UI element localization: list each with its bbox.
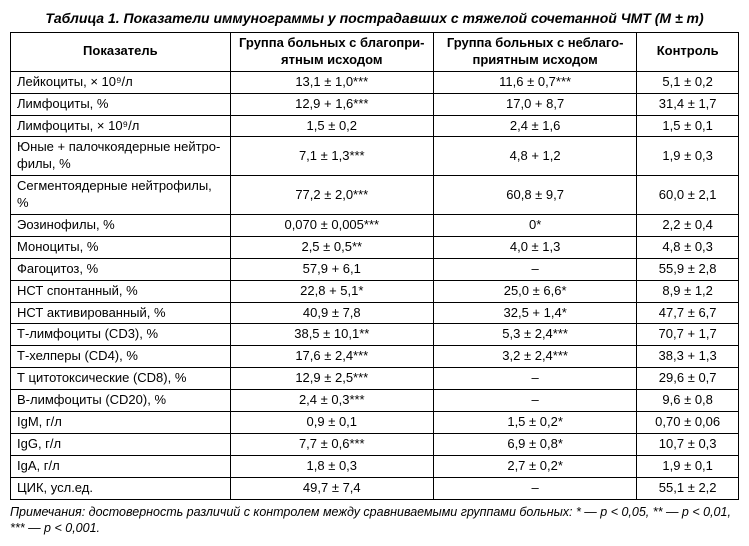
cell-group1: 7,1 ± 1,3*** bbox=[230, 137, 433, 176]
cell-group1: 13,1 ± 1,0*** bbox=[230, 71, 433, 93]
cell-control: 31,4 ± 1,7 bbox=[637, 93, 739, 115]
cell-indicator: Моноциты, % bbox=[11, 236, 231, 258]
cell-group2: 5,3 ± 2,4*** bbox=[433, 324, 636, 346]
cell-group2: 1,5 ± 0,2* bbox=[433, 412, 636, 434]
cell-indicator: Лимфоциты, × 10⁹/л bbox=[11, 115, 231, 137]
table-row: Моноциты, %2,5 ± 0,5**4,0 ± 1,34,8 ± 0,3 bbox=[11, 236, 739, 258]
cell-group2: 2,7 ± 0,2* bbox=[433, 455, 636, 477]
cell-control: 1,9 ± 0,1 bbox=[637, 455, 739, 477]
cell-group1: 1,5 ± 0,2 bbox=[230, 115, 433, 137]
cell-indicator: Т цитотоксические (CD8), % bbox=[11, 368, 231, 390]
table-row: IgM, г/л0,9 ± 0,11,5 ± 0,2*0,70 ± 0,06 bbox=[11, 412, 739, 434]
data-table: Показатель Группа больных с благопри-ятн… bbox=[10, 32, 739, 500]
cell-control: 9,6 ± 0,8 bbox=[637, 390, 739, 412]
cell-group1: 12,9 ± 2,5*** bbox=[230, 368, 433, 390]
table-title: Таблица 1. Показатели иммунограммы у пос… bbox=[10, 10, 739, 26]
cell-group2: – bbox=[433, 368, 636, 390]
cell-indicator: IgG, г/л bbox=[11, 433, 231, 455]
cell-group2: 11,6 ± 0,7*** bbox=[433, 71, 636, 93]
table-row: В-лимфоциты (CD20), %2,4 ± 0,3***–9,6 ± … bbox=[11, 390, 739, 412]
cell-group1: 40,9 ± 7,8 bbox=[230, 302, 433, 324]
table-row: Юные + палочкоядерные нейтро-филы, %7,1 … bbox=[11, 137, 739, 176]
cell-group2: 2,4 ± 1,6 bbox=[433, 115, 636, 137]
cell-control: 29,6 ± 0,7 bbox=[637, 368, 739, 390]
cell-indicator: Эозинофилы, % bbox=[11, 215, 231, 237]
cell-group2: 6,9 ± 0,8* bbox=[433, 433, 636, 455]
table-row: Эозинофилы, %0,070 ± 0,005***0*2,2 ± 0,4 bbox=[11, 215, 739, 237]
cell-group2: 0* bbox=[433, 215, 636, 237]
cell-control: 0,70 ± 0,06 bbox=[637, 412, 739, 434]
cell-indicator: НСТ активированный, % bbox=[11, 302, 231, 324]
cell-indicator: В-лимфоциты (CD20), % bbox=[11, 390, 231, 412]
cell-control: 55,9 ± 2,8 bbox=[637, 258, 739, 280]
cell-indicator: НСТ спонтанный, % bbox=[11, 280, 231, 302]
header-row: Показатель Группа больных с благопри-ятн… bbox=[11, 33, 739, 72]
cell-group1: 57,9 + 6,1 bbox=[230, 258, 433, 280]
table-row: Т-лимфоциты (CD3), %38,5 ± 10,1**5,3 ± 2… bbox=[11, 324, 739, 346]
cell-control: 5,1 ± 0,2 bbox=[637, 71, 739, 93]
cell-group1: 1,8 ± 0,3 bbox=[230, 455, 433, 477]
cell-indicator: Юные + палочкоядерные нейтро-филы, % bbox=[11, 137, 231, 176]
cell-group2: 4,8 + 1,2 bbox=[433, 137, 636, 176]
footnote: Примечания: достоверность различий с кон… bbox=[10, 504, 739, 537]
cell-group2: 3,2 ± 2,4*** bbox=[433, 346, 636, 368]
cell-group1: 12,9 + 1,6*** bbox=[230, 93, 433, 115]
cell-group2: 17,0 + 8,7 bbox=[433, 93, 636, 115]
cell-group1: 2,5 ± 0,5** bbox=[230, 236, 433, 258]
cell-indicator: Лейкоциты, × 10⁹/л bbox=[11, 71, 231, 93]
cell-group1: 2,4 ± 0,3*** bbox=[230, 390, 433, 412]
cell-group2: – bbox=[433, 258, 636, 280]
cell-group1: 0,070 ± 0,005*** bbox=[230, 215, 433, 237]
cell-control: 70,7 + 1,7 bbox=[637, 324, 739, 346]
cell-group1: 38,5 ± 10,1** bbox=[230, 324, 433, 346]
cell-group2: – bbox=[433, 477, 636, 499]
table-row: НСТ спонтанный, %22,8 + 5,1*25,0 ± 6,6*8… bbox=[11, 280, 739, 302]
cell-indicator: Сегментоядерные нейтрофилы, % bbox=[11, 176, 231, 215]
table-row: Лейкоциты, × 10⁹/л13,1 ± 1,0***11,6 ± 0,… bbox=[11, 71, 739, 93]
cell-control: 1,9 ± 0,3 bbox=[637, 137, 739, 176]
table-body: Лейкоциты, × 10⁹/л13,1 ± 1,0***11,6 ± 0,… bbox=[11, 71, 739, 499]
table-row: Сегментоядерные нейтрофилы, %77,2 ± 2,0*… bbox=[11, 176, 739, 215]
cell-control: 4,8 ± 0,3 bbox=[637, 236, 739, 258]
cell-indicator: IgM, г/л bbox=[11, 412, 231, 434]
table-row: ЦИК, усл.ед.49,7 ± 7,4–55,1 ± 2,2 bbox=[11, 477, 739, 499]
cell-indicator: Фагоцитоз, % bbox=[11, 258, 231, 280]
cell-group2: 60,8 ± 9,7 bbox=[433, 176, 636, 215]
table-row: Лимфоциты, %12,9 + 1,6***17,0 + 8,731,4 … bbox=[11, 93, 739, 115]
table-row: Т цитотоксические (CD8), %12,9 ± 2,5***–… bbox=[11, 368, 739, 390]
cell-control: 60,0 ± 2,1 bbox=[637, 176, 739, 215]
cell-control: 8,9 ± 1,2 bbox=[637, 280, 739, 302]
header-control: Контроль bbox=[637, 33, 739, 72]
cell-group2: 25,0 ± 6,6* bbox=[433, 280, 636, 302]
cell-indicator: Т-лимфоциты (CD3), % bbox=[11, 324, 231, 346]
cell-indicator: Лимфоциты, % bbox=[11, 93, 231, 115]
header-group2: Группа больных с неблаго-приятным исходо… bbox=[433, 33, 636, 72]
cell-group1: 22,8 + 5,1* bbox=[230, 280, 433, 302]
cell-indicator: ЦИК, усл.ед. bbox=[11, 477, 231, 499]
cell-control: 38,3 + 1,3 bbox=[637, 346, 739, 368]
cell-group1: 77,2 ± 2,0*** bbox=[230, 176, 433, 215]
cell-group2: 4,0 ± 1,3 bbox=[433, 236, 636, 258]
cell-group1: 0,9 ± 0,1 bbox=[230, 412, 433, 434]
cell-control: 1,5 ± 0,1 bbox=[637, 115, 739, 137]
cell-indicator: Т-хелперы (CD4), % bbox=[11, 346, 231, 368]
table-row: IgG, г/л7,7 ± 0,6***6,9 ± 0,8*10,7 ± 0,3 bbox=[11, 433, 739, 455]
header-group1: Группа больных с благопри-ятным исходом bbox=[230, 33, 433, 72]
cell-group2: 32,5 + 1,4* bbox=[433, 302, 636, 324]
cell-group1: 7,7 ± 0,6*** bbox=[230, 433, 433, 455]
cell-control: 2,2 ± 0,4 bbox=[637, 215, 739, 237]
cell-group2: – bbox=[433, 390, 636, 412]
cell-control: 55,1 ± 2,2 bbox=[637, 477, 739, 499]
table-row: Т-хелперы (CD4), %17,6 ± 2,4***3,2 ± 2,4… bbox=[11, 346, 739, 368]
table-row: Лимфоциты, × 10⁹/л1,5 ± 0,22,4 ± 1,61,5 … bbox=[11, 115, 739, 137]
table-row: Фагоцитоз, %57,9 + 6,1–55,9 ± 2,8 bbox=[11, 258, 739, 280]
cell-group1: 49,7 ± 7,4 bbox=[230, 477, 433, 499]
cell-indicator: IgA, г/л bbox=[11, 455, 231, 477]
header-indicator: Показатель bbox=[11, 33, 231, 72]
table-row: НСТ активированный, %40,9 ± 7,832,5 + 1,… bbox=[11, 302, 739, 324]
cell-group1: 17,6 ± 2,4*** bbox=[230, 346, 433, 368]
table-row: IgA, г/л1,8 ± 0,32,7 ± 0,2*1,9 ± 0,1 bbox=[11, 455, 739, 477]
cell-control: 10,7 ± 0,3 bbox=[637, 433, 739, 455]
cell-control: 47,7 ± 6,7 bbox=[637, 302, 739, 324]
